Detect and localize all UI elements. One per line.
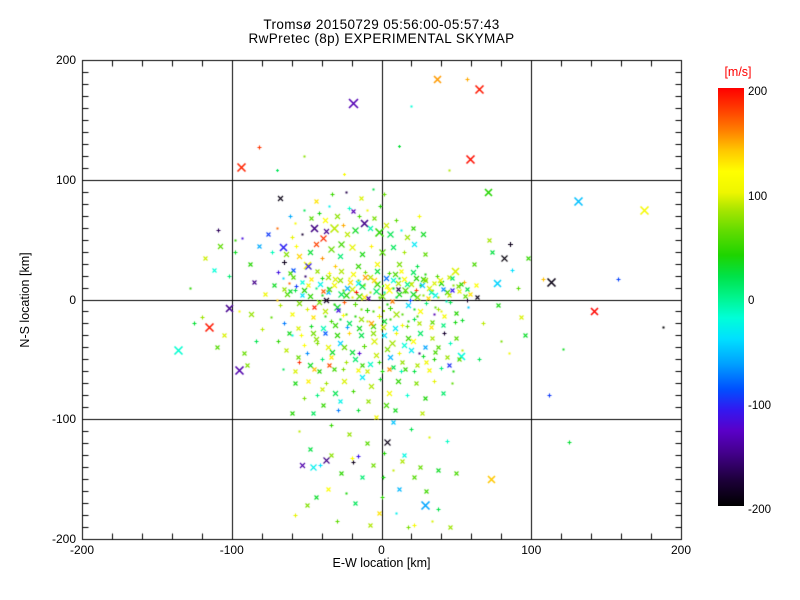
colorbar-gradient	[718, 88, 744, 506]
x-tick-label: -200	[69, 543, 95, 557]
y-tick-label: -200	[51, 532, 76, 546]
x-tick-label: 200	[670, 543, 692, 557]
x-tick-label: 100	[521, 543, 542, 557]
y-tick-label: 0	[69, 292, 76, 307]
y-tick-label: 100	[55, 172, 76, 187]
colorbar-tick-label: 100	[748, 190, 768, 203]
x-axis-label: E-W location [km]	[332, 556, 431, 570]
colorbar-tick-label: 200	[748, 86, 768, 98]
x-tick-label: -100	[219, 543, 244, 557]
colorbar-unit-label: [m/s]	[724, 65, 752, 79]
colorbar-tick-label: -100	[748, 399, 772, 412]
plot-subtitle: RwPretec (8p) EXPERIMENTAL SKYMAP	[248, 31, 515, 46]
x-tick-label: 0	[378, 543, 385, 557]
y-tick-label: -100	[51, 412, 76, 427]
colorbar-tick-label: -200	[748, 504, 772, 516]
y-tick-label: 200	[55, 53, 76, 67]
colorbar-tick-label: 0	[748, 295, 755, 307]
plot-title: Tromsø 20150729 05:56:00-05:57:43	[263, 17, 500, 32]
